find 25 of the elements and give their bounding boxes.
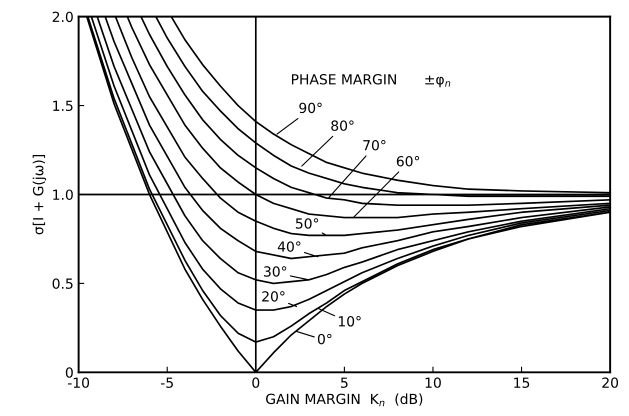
x-tick-label: 10 [426, 377, 441, 388]
y-tick-label: 0.5 [52, 278, 73, 289]
annotation: 60° [396, 156, 420, 166]
annotation: 10° [338, 316, 361, 327]
annotation: 40° [278, 241, 300, 252]
annotation: 80° [331, 120, 354, 131]
x-tick-label: -10 [68, 377, 90, 388]
x-tick-label: -5 [160, 378, 173, 388]
annotation: PHASE MARGIN ±φ$_{n}$ [292, 74, 450, 88]
x-axis-title: GAIN MARGIN K$_{n}$ (dB) [266, 393, 422, 406]
annotation: 20° [262, 291, 284, 302]
y-tick-label: 1.0 [53, 189, 73, 200]
annotation: 50° [296, 218, 318, 229]
y-tick-label: 1.5 [53, 100, 73, 112]
annotation: 90° [299, 102, 322, 114]
x-tick-label: 20 [602, 377, 618, 388]
y-tick-label: 2.0 [52, 12, 73, 22]
x-tick-label: 5 [341, 378, 348, 388]
y-axis-title: σ[I + G(jω)] [32, 155, 46, 234]
y-tick-label: 0 [66, 367, 73, 378]
annotation: 30° [264, 266, 286, 277]
x-tick-label: 0 [252, 377, 260, 388]
x-tick-label: 15 [514, 378, 530, 388]
annotation: 0° [318, 334, 332, 344]
annotation: 70° [363, 140, 386, 150]
